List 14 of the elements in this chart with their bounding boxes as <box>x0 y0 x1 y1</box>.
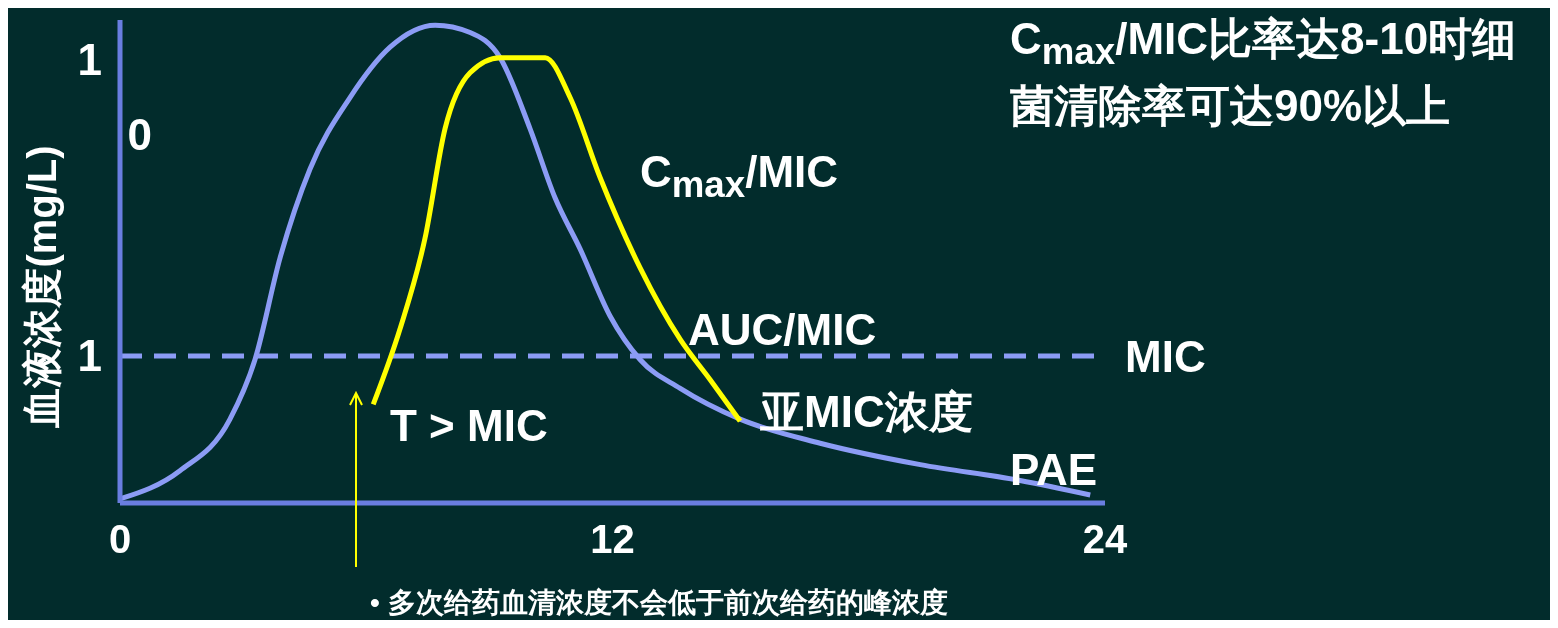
y-tick-label: 10 <box>77 35 152 160</box>
annotation: 亚MIC浓度 <box>760 386 973 438</box>
annotation: AUC/MIC <box>688 304 877 356</box>
y-axis-title: 血液浓度(mg/L) <box>20 145 64 429</box>
ref-line-label: MIC <box>1125 331 1206 381</box>
annotation: PAE <box>1010 444 1098 496</box>
annotation: C$_{max}$/MIC比率达8-10时细菌清除率可达90%以上 <box>1010 13 1518 132</box>
annotation: T > MIC <box>390 400 548 452</box>
annotation: C$_{max}$/MIC <box>640 146 839 207</box>
text: • 多次给药血清浓度不会低于前次给药的峰浓度 <box>370 586 948 620</box>
y-tick-label: 1 <box>77 331 102 381</box>
x-tick-label: 24 <box>1082 517 1128 561</box>
x-tick-label: 12 <box>590 517 635 561</box>
x-tick-label: 0 <box>108 517 132 561</box>
